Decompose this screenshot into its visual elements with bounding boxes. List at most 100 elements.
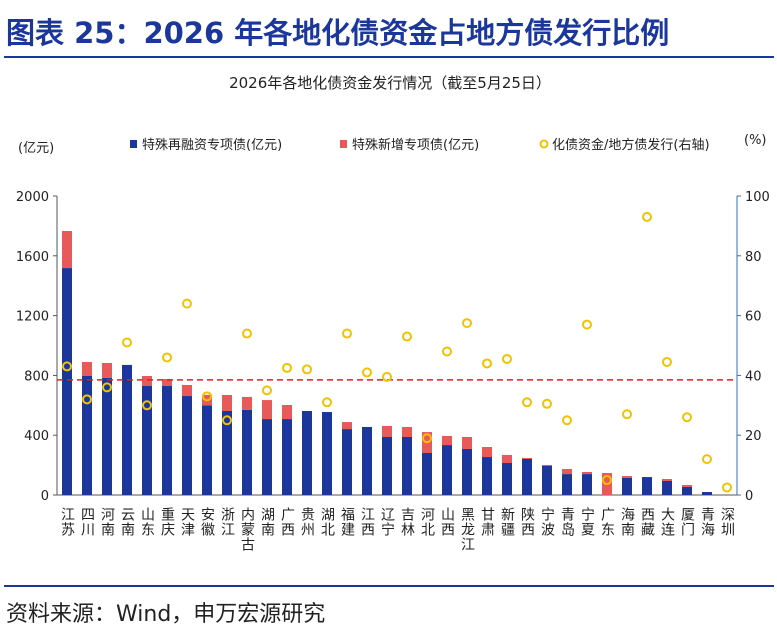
x-tick-label: 四川 [79,507,95,537]
bar [542,464,552,466]
bar [682,486,692,495]
point [142,400,152,411]
bar [622,476,632,478]
x-tick-label: 黑龙江 [459,507,475,552]
y2-tick-label: 0 [745,489,753,504]
bar [302,410,312,495]
bar [82,361,92,376]
point [222,415,232,426]
point [522,397,532,408]
point [702,454,712,465]
bar [462,436,472,449]
bar [442,435,452,446]
y2-tick-label: 60 [745,310,762,325]
bar [442,445,452,495]
y2-unit: (%) [744,133,767,148]
x-tick-label: 吉林 [399,507,415,537]
bar [342,422,352,430]
bar [202,405,212,495]
point [462,318,472,329]
bar [282,419,292,495]
bar [562,474,572,495]
point [642,211,652,222]
legend-label: 化债资金/地方债发行(右轴) [552,137,710,153]
y2-tick-label: 20 [745,429,762,444]
bar [242,396,252,410]
bar [142,375,152,387]
x-tick-label: 辽宁 [379,507,395,537]
x-tick-label: 甘肃 [479,507,495,537]
bar [162,386,172,495]
point [342,328,352,339]
point [502,353,512,364]
x-tick-label: 西藏 [639,507,655,537]
bar [182,396,192,495]
bar [182,384,192,397]
point [262,385,272,396]
bar [582,471,592,475]
bar [162,378,172,387]
x-tick-label: 青岛 [559,507,575,537]
bar [282,405,292,420]
bar [662,479,672,481]
point [102,382,112,393]
bar [462,448,472,495]
bar [62,268,72,495]
bar [482,457,492,495]
x-tick-label: 云南 [119,507,135,537]
bar [482,447,492,458]
x-tick-label: 大连 [659,507,675,537]
y2-tick-label: 40 [745,369,762,384]
point [202,391,212,402]
bar [522,458,532,495]
point [622,409,632,420]
y-unit: (亿元) [18,141,54,156]
title-rule [4,56,774,58]
point [582,319,592,330]
point [602,475,612,486]
x-tick-label: 广东 [599,507,615,537]
x-tick-label: 河南 [99,507,115,537]
x-tick-label: 重庆 [159,507,175,537]
y2-tick-label: 100 [745,190,770,205]
bar [362,426,372,495]
bar [342,429,352,495]
legend-label: 特殊再融资专项债(亿元) [142,138,282,153]
bar [662,480,672,495]
bar [142,386,152,495]
bar [642,477,652,495]
bar [682,484,692,487]
x-tick-label: 山东 [139,507,155,537]
point [362,367,372,378]
legend-label: 特殊新增专项债(亿元) [352,137,479,153]
bar [702,492,712,495]
bar [62,230,72,269]
x-tick-label: 厦门 [679,507,695,537]
y-tick-label: 2000 [16,190,49,205]
x-tick-label: 深圳 [719,507,735,537]
point [242,328,252,339]
x-tick-label: 江苏 [59,507,75,537]
bar [562,468,572,475]
bar [222,394,232,411]
point [182,298,192,309]
chart-title: 2026年各地化债资金发行情况（截至5月25日） [229,74,551,92]
legend-marker [130,140,137,148]
x-tick-label: 陕西 [519,507,535,537]
footer-rule [4,585,774,587]
x-tick-label: 贵州 [299,507,315,537]
point [162,352,172,363]
y-tick-label: 800 [24,369,49,384]
point [682,412,692,423]
x-tick-label: 河北 [419,507,435,537]
bar [542,465,552,495]
point [402,331,412,342]
bar [122,364,132,495]
bar [502,463,512,495]
x-tick-label: 海南 [619,507,635,537]
bar [522,457,532,459]
bar [402,426,412,437]
point [62,361,72,372]
bar [102,362,112,378]
